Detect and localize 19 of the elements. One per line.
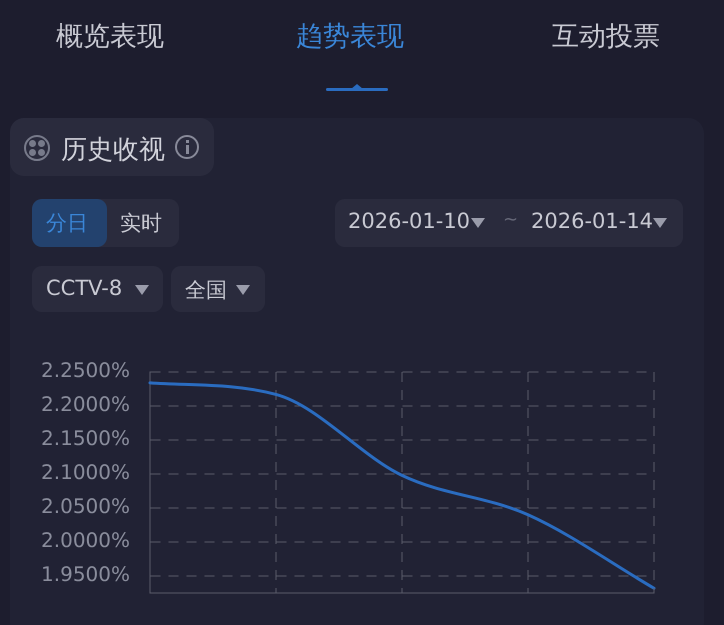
- chart-title: 历史收视: [61, 134, 165, 167]
- text: ~: [503, 209, 518, 230]
- y-tick-label: 2.2500%: [41, 358, 130, 382]
- text: 概览表现: [56, 20, 164, 54]
- line-series: [148, 381, 656, 590]
- text: 趋势表现: [296, 20, 404, 54]
- text: CCTV-8: [46, 276, 122, 300]
- y-tick-label: 2.0000%: [41, 528, 130, 552]
- y-tick-label: 2.0500%: [41, 494, 130, 518]
- text: 实时: [120, 210, 162, 237]
- text: 2026-01-10: [348, 209, 470, 233]
- text: 2026-01-14: [531, 209, 654, 233]
- y-tick-label: 1.9500%: [41, 562, 130, 586]
- y-tick-label: 2.1500%: [41, 426, 130, 450]
- text: 分日: [46, 210, 88, 237]
- text: 互动投票: [552, 20, 660, 54]
- y-tick-label: 2.1000%: [41, 460, 130, 484]
- y-tick-label: 2.2000%: [41, 392, 130, 416]
- text: 全国: [185, 277, 227, 304]
